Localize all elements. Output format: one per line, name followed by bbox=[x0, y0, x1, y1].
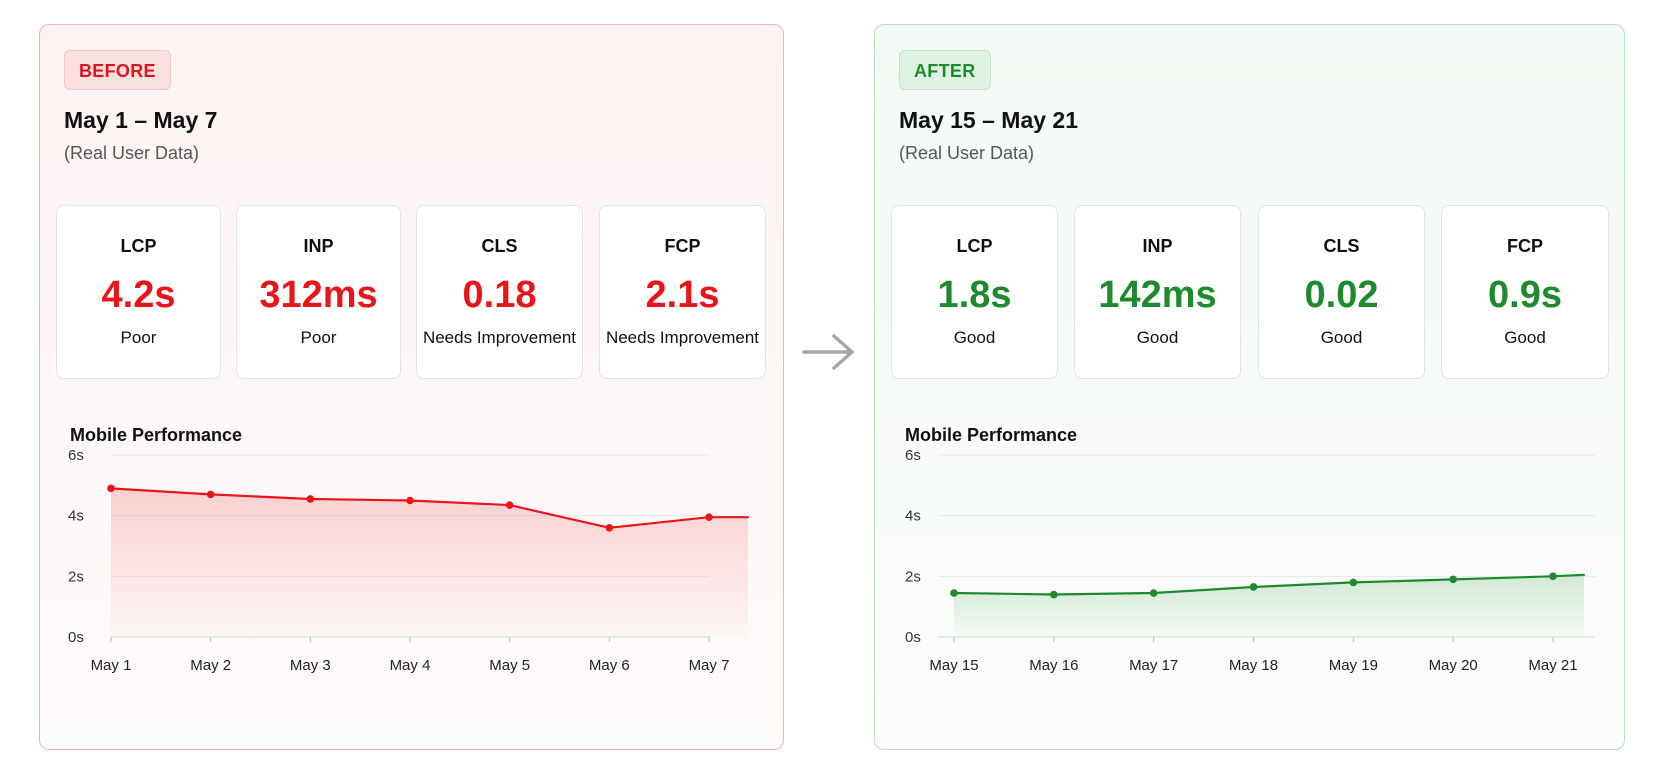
series-area bbox=[111, 488, 748, 637]
data-point bbox=[950, 589, 958, 597]
metric-status: Needs Improvement bbox=[605, 328, 760, 347]
metric-value: 1.8s bbox=[937, 274, 1012, 316]
after-badge: AFTER bbox=[899, 50, 991, 90]
metric-name: LCP bbox=[120, 236, 157, 256]
data-point bbox=[406, 496, 414, 505]
after-metric-card-cls: CLS 0.02 Good bbox=[1258, 205, 1425, 379]
data-point bbox=[306, 495, 315, 503]
metric-status: Good bbox=[1504, 328, 1546, 347]
y-tick-label: 6s bbox=[905, 447, 921, 464]
x-tick-label: May 18 bbox=[1229, 657, 1278, 674]
x-tick-label: May 1 bbox=[91, 657, 132, 674]
metric-status: Needs Improvement bbox=[422, 328, 577, 347]
x-tick-label: May 21 bbox=[1528, 657, 1577, 674]
series-line bbox=[952, 573, 1586, 596]
x-tick-label: May 2 bbox=[190, 657, 231, 674]
before-panel: BEFORE May 1 – May 7 (Real User Data) LC… bbox=[39, 24, 784, 750]
after-date-range: May 15 – May 21 bbox=[899, 107, 1079, 133]
metric-status: Poor bbox=[300, 328, 337, 347]
y-tick-label: 0s bbox=[905, 629, 921, 646]
metric-value: 142ms bbox=[1098, 274, 1217, 316]
metric-status: Good bbox=[953, 328, 996, 347]
before-metric-card-inp: INP 312ms Poor bbox=[236, 205, 401, 379]
x-tick-label: May 6 bbox=[589, 657, 630, 674]
y-tick-label: 2s bbox=[905, 568, 921, 585]
before-date-range: May 1 – May 7 bbox=[64, 107, 218, 133]
metric-value: 312ms bbox=[259, 274, 378, 316]
before-subtitle: (Real User Data) bbox=[64, 143, 200, 163]
after-panel: AFTER May 15 – May 21 (Real User Data) L… bbox=[874, 24, 1625, 750]
before-badge: BEFORE bbox=[64, 50, 171, 90]
data-point bbox=[107, 484, 115, 493]
metric-name: FCP bbox=[1507, 236, 1543, 256]
metric-name: FCP bbox=[664, 236, 701, 256]
x-tick-label: May 15 bbox=[929, 657, 978, 674]
x-tick-label: May 5 bbox=[489, 657, 530, 674]
data-point bbox=[705, 513, 713, 521]
x-tick-label: May 17 bbox=[1129, 657, 1178, 674]
after-subtitle: (Real User Data) bbox=[899, 143, 1035, 163]
data-point bbox=[605, 524, 614, 532]
y-tick-label: 4s bbox=[68, 508, 84, 525]
metric-name: LCP bbox=[956, 236, 993, 256]
after-chart-title: Mobile Performance bbox=[905, 425, 1078, 445]
metric-name: INP bbox=[303, 236, 334, 256]
after-metric-card-fcp: FCP 0.9s Good bbox=[1441, 205, 1609, 379]
before-chart-title: Mobile Performance bbox=[70, 425, 243, 445]
x-tick-label: May 20 bbox=[1429, 657, 1478, 674]
metric-name: INP bbox=[1142, 236, 1173, 256]
metric-status: Poor bbox=[120, 328, 157, 347]
data-point bbox=[1149, 589, 1158, 597]
x-tick-label: May 16 bbox=[1029, 657, 1078, 674]
metric-value: 0.9s bbox=[1488, 274, 1562, 316]
metric-name: CLS bbox=[1323, 236, 1360, 256]
x-tick-label: May 3 bbox=[290, 657, 331, 674]
metric-name: CLS bbox=[481, 236, 518, 256]
data-point bbox=[1249, 583, 1258, 591]
y-tick-label: 2s bbox=[68, 568, 84, 585]
metric-value: 2.1s bbox=[645, 274, 720, 316]
metric-value: 0.18 bbox=[462, 274, 537, 316]
x-tick-label: May 4 bbox=[390, 657, 431, 674]
x-tick-label: May 19 bbox=[1329, 657, 1378, 674]
metric-value: 0.02 bbox=[1304, 274, 1379, 316]
data-point bbox=[1050, 590, 1058, 599]
series-area bbox=[954, 574, 1584, 637]
metric-status: Good bbox=[1320, 328, 1363, 347]
data-point bbox=[206, 490, 215, 499]
after-metric-card-inp: INP 142ms Good bbox=[1074, 205, 1241, 379]
arrow-right-icon bbox=[802, 334, 854, 370]
metric-status: Good bbox=[1136, 328, 1179, 347]
y-tick-label: 4s bbox=[905, 508, 921, 525]
y-tick-label: 0s bbox=[68, 629, 84, 646]
before-metric-card-lcp: LCP 4.2s Poor bbox=[56, 205, 221, 379]
after-mobile-performance-chart: 6s 4s 2s 0s May 15 May 16 May 17 May 18 May 19 Ma… bbox=[905, 447, 1595, 674]
x-tick-label: May 7 bbox=[689, 657, 730, 674]
before-metric-card-cls: CLS 0.18 Needs Improvement bbox=[416, 205, 583, 379]
y-tick-label: 6s bbox=[68, 447, 84, 464]
after-metric-card-lcp: LCP 1.8s Good bbox=[891, 205, 1058, 379]
data-point bbox=[1549, 572, 1557, 581]
before-mobile-performance-chart: 6s 4s 2s 0s May 1 May 2 May 3 May 4 May 5 May 6 Ma… bbox=[68, 447, 750, 674]
data-point bbox=[505, 501, 514, 509]
before-metric-card-fcp: FCP 2.1s Needs Improvement bbox=[599, 205, 766, 379]
series-line bbox=[109, 487, 750, 529]
data-point bbox=[1349, 578, 1358, 587]
data-point bbox=[1449, 575, 1457, 584]
metric-value: 4.2s bbox=[101, 274, 176, 316]
